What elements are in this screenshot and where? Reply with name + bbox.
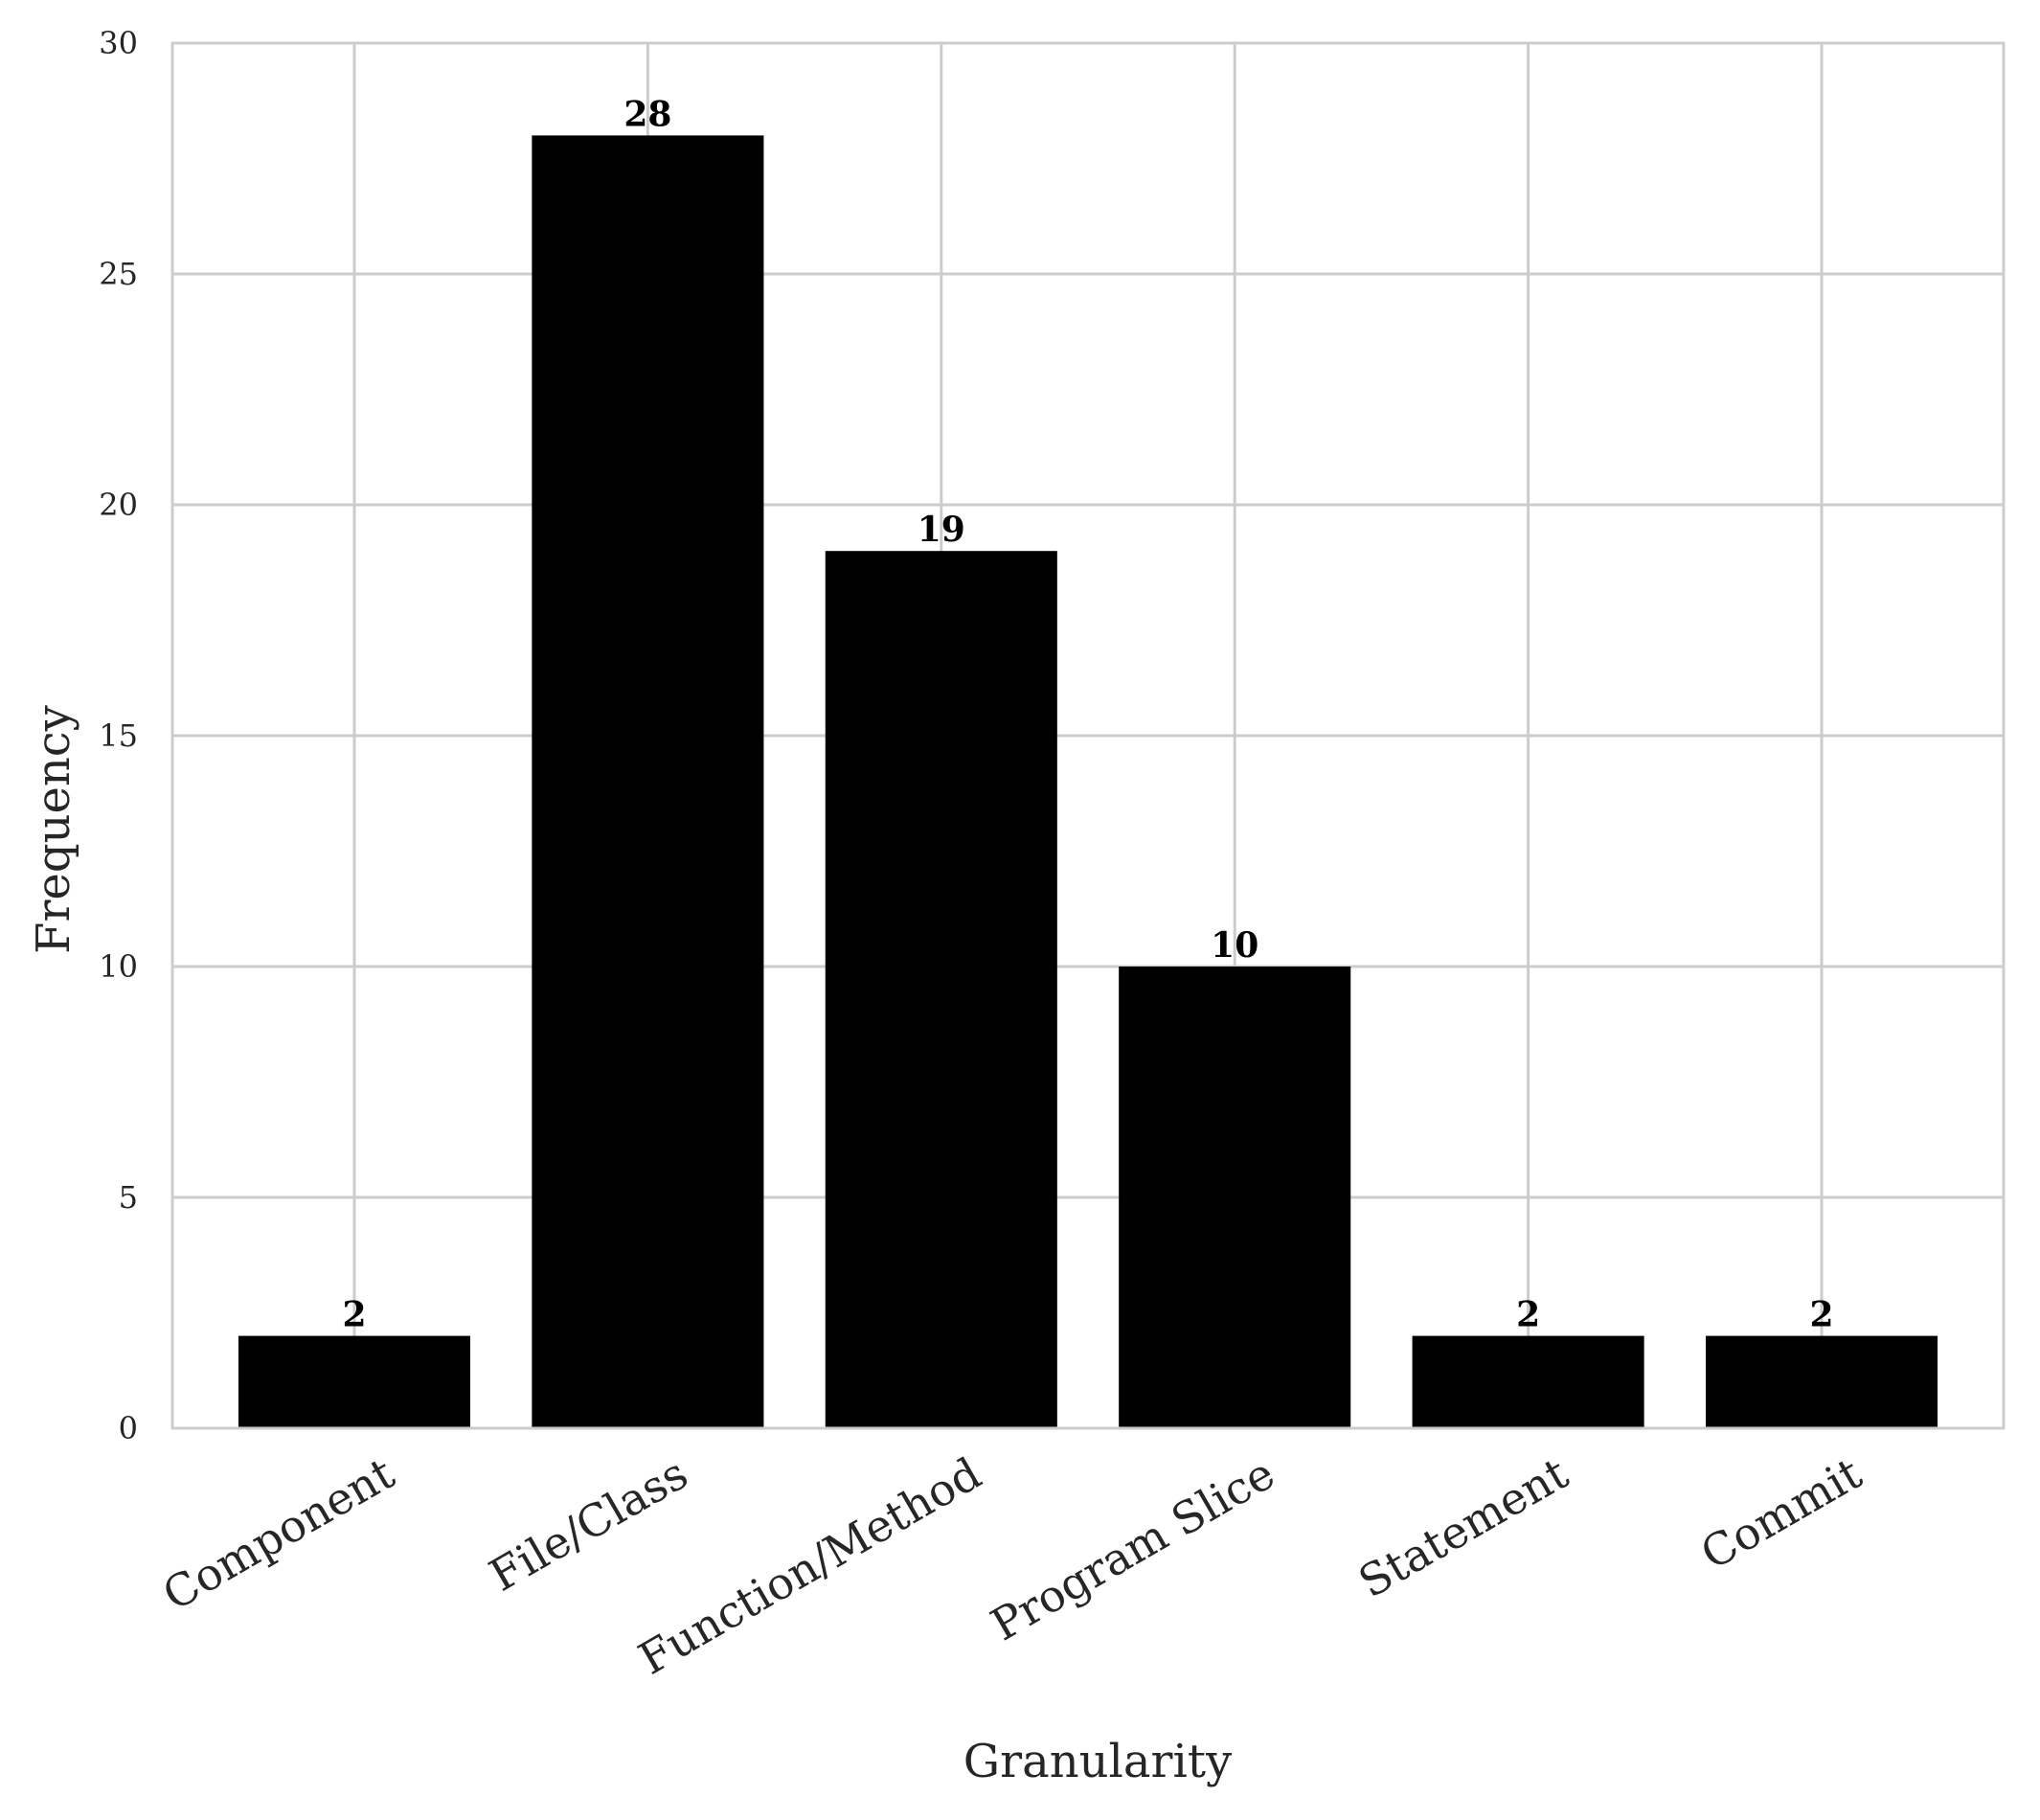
bar	[532, 135, 764, 1428]
x-tick-label: Program Slice	[982, 1447, 1282, 1651]
y-tick-label: 30	[99, 25, 138, 61]
data-label: 19	[918, 510, 965, 550]
x-axis-title: Granularity	[963, 1735, 1232, 1788]
bar	[1412, 1335, 1644, 1428]
data-label: 2	[1516, 1295, 1540, 1335]
grid-lines	[172, 41, 2004, 1430]
x-tick-label: Component	[154, 1447, 403, 1621]
y-tick-label: 25	[99, 256, 138, 292]
y-tick-label: 5	[119, 1179, 138, 1216]
bar	[1705, 1335, 1938, 1428]
y-tick-labels: 0 5 10 15 20 25 30	[99, 25, 138, 1446]
x-tick-label: File/Class	[481, 1447, 696, 1602]
data-label: 2	[1809, 1295, 1833, 1335]
y-axis-title: Frequency	[27, 705, 80, 954]
bar	[825, 551, 1057, 1428]
y-tick-label: 20	[99, 487, 138, 523]
y-tick-label: 10	[99, 948, 138, 985]
data-label: 28	[623, 94, 671, 134]
x-tick-label: Statement	[1349, 1447, 1576, 1608]
data-label: 2	[342, 1295, 366, 1335]
y-tick-label: 15	[99, 717, 138, 754]
data-labels: 2 28 19 10 2 2	[342, 94, 1833, 1334]
bars	[238, 135, 1938, 1428]
x-tick-labels: Component File/ClassFunction/MethodProgra…	[154, 1447, 1870, 1685]
bar	[1119, 967, 1351, 1428]
bar	[238, 1335, 471, 1428]
x-tick-label: Commit	[1692, 1447, 1870, 1581]
y-tick-label: 0	[119, 1410, 138, 1446]
plot-frame	[170, 41, 2006, 1430]
data-label: 10	[1211, 925, 1258, 966]
